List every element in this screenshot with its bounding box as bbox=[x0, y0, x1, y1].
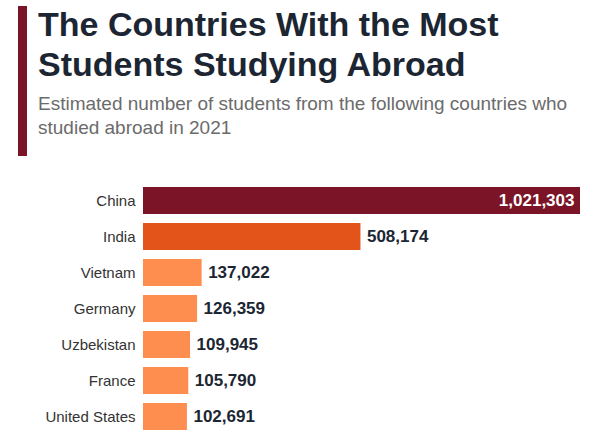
svg-text:France: France bbox=[89, 372, 136, 389]
svg-text:105,790: 105,790 bbox=[195, 371, 256, 390]
svg-text:102,691: 102,691 bbox=[193, 407, 254, 426]
svg-text:China: China bbox=[96, 192, 136, 209]
svg-text:508,174: 508,174 bbox=[367, 227, 429, 246]
svg-text:1,021,303: 1,021,303 bbox=[499, 191, 575, 210]
svg-text:109,945: 109,945 bbox=[197, 335, 258, 354]
html-text:Estimated number of students f: Estimated number of students from the fo… bbox=[38, 93, 568, 138]
svg-text:Uzbekistan: Uzbekistan bbox=[61, 336, 135, 353]
svg-text:United States: United States bbox=[45, 408, 135, 425]
svg-text:126,359: 126,359 bbox=[204, 299, 265, 318]
svg-text:Germany: Germany bbox=[74, 300, 136, 317]
svg-text:137,022: 137,022 bbox=[208, 263, 269, 282]
svg-text:India: India bbox=[103, 228, 136, 245]
html-text:The Countries With the Most St: The Countries With the Most Students Stu… bbox=[38, 5, 499, 83]
svg-text:Vietnam: Vietnam bbox=[81, 264, 136, 281]
